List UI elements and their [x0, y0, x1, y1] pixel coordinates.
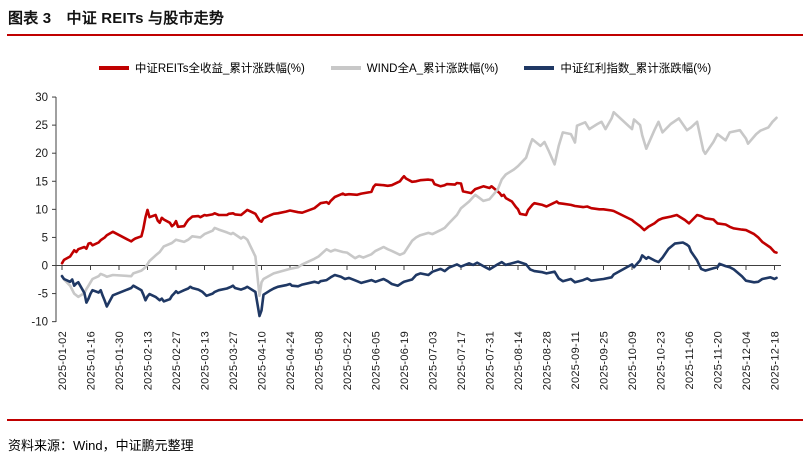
legend-item-reits: 中证REITs全收益_累计涨跌幅(%) [98, 60, 305, 76]
y-tick-label: 30 [35, 92, 48, 104]
x-tick-label: 2025-12-18 [770, 331, 782, 390]
x-tick-label: 2025-05-22 [342, 331, 354, 390]
x-tick-label: 2025-07-17 [456, 331, 468, 390]
x-tick-label: 2025-04-10 [257, 331, 269, 390]
x-tick-label: 2025-03-27 [228, 331, 240, 390]
x-tick-label: 2025-07-03 [428, 331, 440, 390]
bottom-accent-rule [7, 419, 803, 421]
x-tick-label: 2025-10-23 [656, 331, 668, 390]
x-tick-label: 2025-08-14 [513, 331, 525, 390]
legend-label-dividend: 中证红利指数_累计涨跌幅(%) [560, 63, 712, 75]
y-tick-label: 15 [35, 176, 48, 188]
legend-line-swatch-reits [98, 66, 129, 70]
x-tick-label: 2025-03-13 [200, 331, 212, 390]
y-tick-label: -5 [38, 289, 48, 301]
top-accent-rule [7, 34, 803, 36]
x-tick-label: 2025-09-11 [570, 331, 582, 389]
series-line-reits [60, 174, 778, 265]
legend-line-swatch-winda [330, 66, 361, 70]
chart-legend: 中证REITs全收益_累计涨跌幅(%) WIND全A_累计涨跌幅(%) 中证红利… [0, 58, 810, 78]
legend-label-reits: 中证REITs全收益_累计涨跌幅(%) [134, 63, 305, 75]
y-tick-label: -10 [31, 317, 48, 329]
x-tick-label: 2025-06-05 [371, 331, 383, 390]
x-tick-label: 2025-02-13 [143, 331, 155, 390]
legend-line-swatch-dividend [524, 66, 555, 70]
x-tick-label: 2025-09-25 [599, 331, 611, 390]
y-tick-label: 20 [35, 148, 48, 160]
y-tick-label: 25 [35, 120, 48, 132]
y-tick-label: 0 [42, 261, 48, 273]
y-tick-label: 10 [35, 204, 48, 216]
figure-title: 图表 3 中证 REITs 与股市走势 [8, 10, 225, 27]
x-tick-label: 2025-10-09 [627, 331, 639, 390]
x-tick-label: 2025-02-27 [171, 331, 183, 390]
x-tick-label: 2025-07-31 [485, 331, 497, 390]
legend-item-dividend: 中证红利指数_累计涨跌幅(%) [524, 60, 711, 76]
y-tick-label: 5 [42, 232, 48, 244]
x-tick-label: 2025-05-08 [314, 331, 326, 390]
x-tick-label: 2025-08-28 [542, 331, 554, 390]
x-tick-label: 2025-11-20 [713, 331, 725, 389]
x-tick-label: 2025-11-06 [684, 331, 696, 389]
legend-label-winda: WIND全A_累计涨跌幅(%) [366, 63, 499, 75]
series-line-winda [60, 110, 778, 299]
series-line-dividend [60, 241, 778, 318]
x-tick-label: 2025-04-24 [285, 331, 297, 390]
x-tick-label: 2025-01-30 [114, 331, 126, 390]
x-tick-label: 2025-01-16 [86, 331, 98, 390]
legend-item-winda: WIND全A_累计涨跌幅(%) [330, 60, 499, 76]
x-tick-label: 2025-06-19 [399, 331, 411, 390]
x-tick-label: 2025-01-02 [57, 331, 69, 390]
x-tick-label: 2025-12-04 [741, 331, 753, 390]
source-note: 资料来源：Wind，中证鹏元整理 [8, 438, 194, 453]
